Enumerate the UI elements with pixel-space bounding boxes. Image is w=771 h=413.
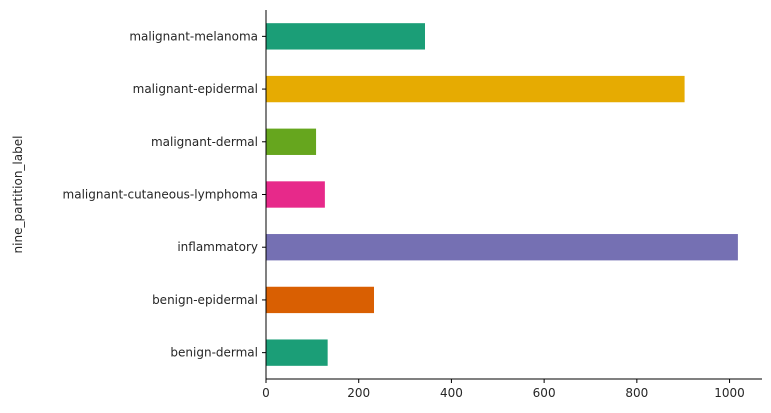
x-tick-label: 1000 xyxy=(714,386,745,400)
bar-malignant-dermal xyxy=(266,128,317,155)
bar-inflammatory xyxy=(266,234,738,261)
y-tick-label: malignant-dermal xyxy=(151,135,258,149)
x-tick-label: 200 xyxy=(347,386,370,400)
x-tick-label: 400 xyxy=(440,386,463,400)
y-tick-label: benign-epidermal xyxy=(152,293,258,307)
x-tick-label: 600 xyxy=(533,386,556,400)
y-tick-label: benign-dermal xyxy=(170,346,258,360)
bar-malignant-cutaneous-lymphoma xyxy=(266,181,325,208)
y-axis-label: nine_partition_label xyxy=(11,136,25,254)
y-tick-label: inflammatory xyxy=(177,240,258,254)
bar-malignant-melanoma xyxy=(266,23,425,50)
bar-benign-dermal xyxy=(266,339,328,366)
x-tick-label: 800 xyxy=(625,386,648,400)
bar-benign-epidermal xyxy=(266,286,375,314)
y-tick-label: malignant-epidermal xyxy=(133,82,258,96)
y-tick-label: malignant-cutaneous-lymphoma xyxy=(63,188,258,202)
x-axis-ticks: 0 200 400 600 800 1000 xyxy=(262,379,745,400)
y-tick-label: malignant-melanoma xyxy=(129,29,258,43)
x-tick-label: 0 xyxy=(262,386,270,400)
bar-malignant-epidermal xyxy=(266,75,685,103)
y-axis-ticks: malignant-melanoma malignant-epidermal mal… xyxy=(63,29,266,360)
bars-group xyxy=(266,23,738,366)
